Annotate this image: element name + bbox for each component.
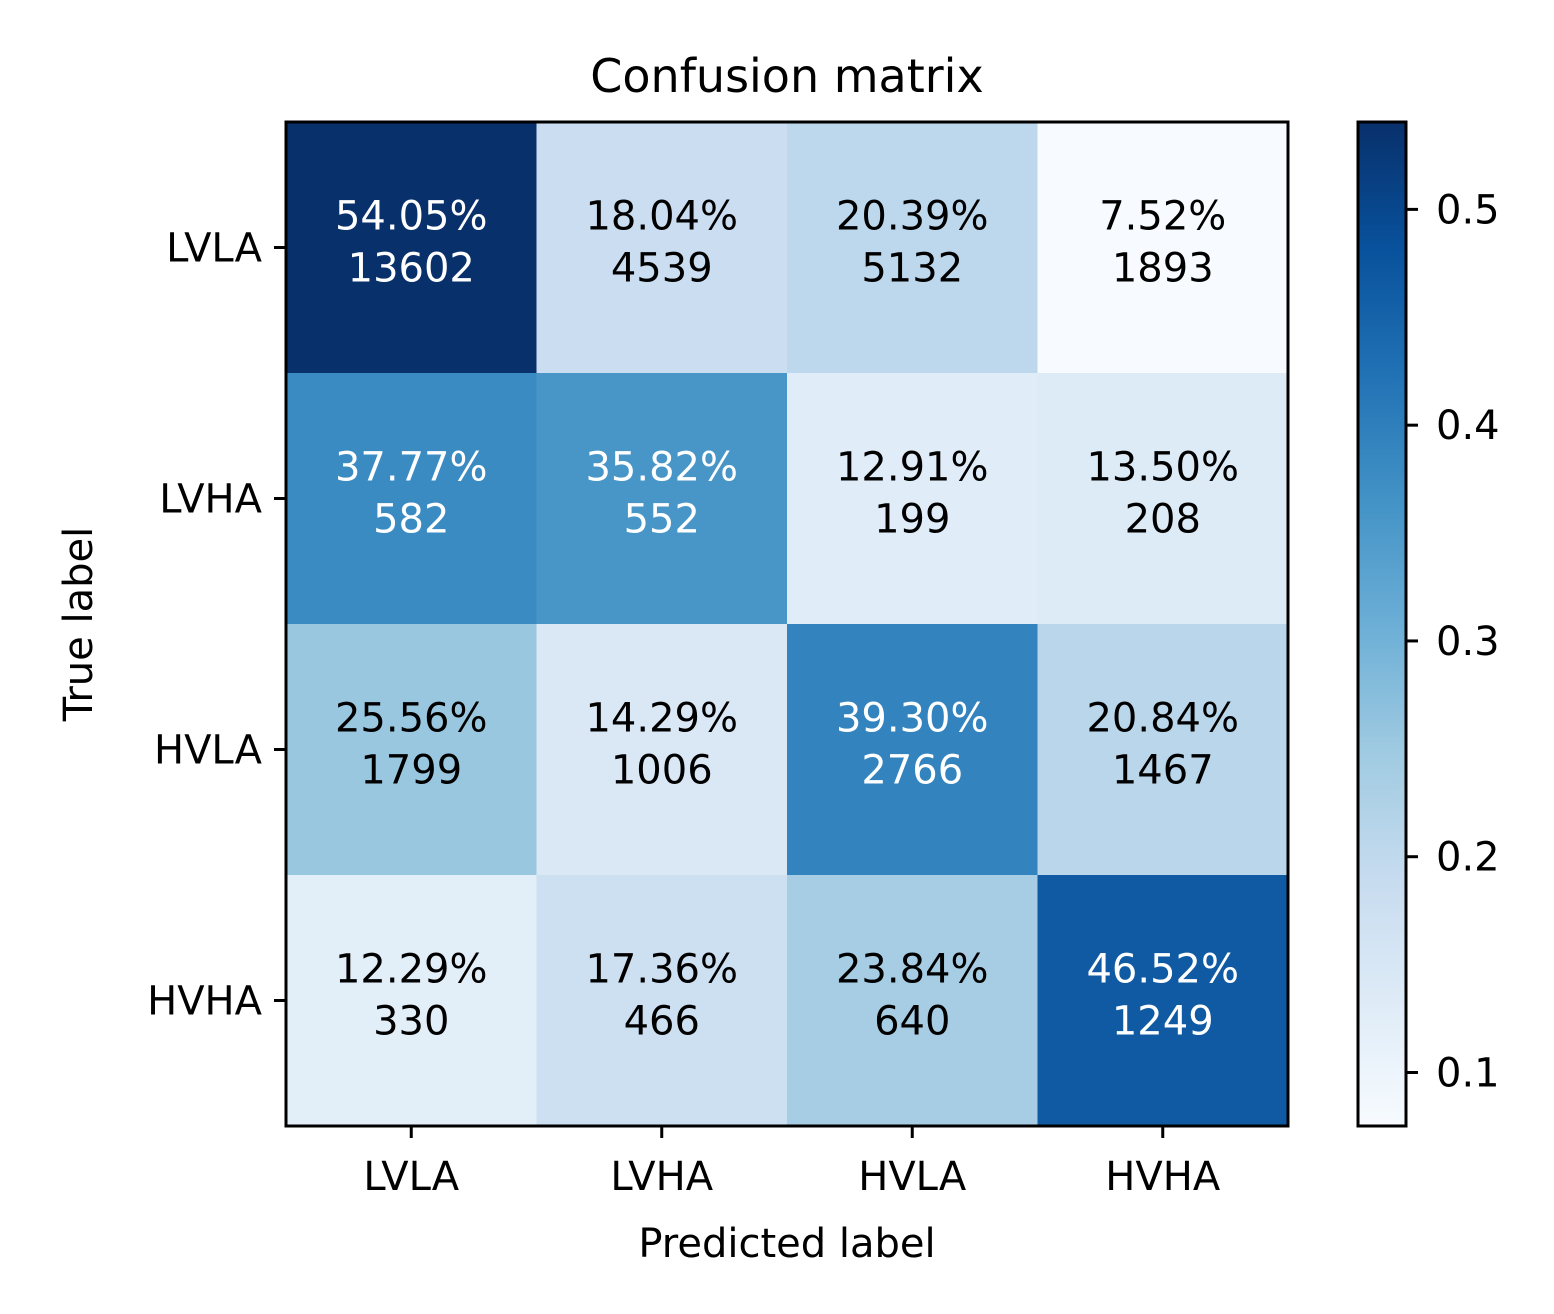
cell-count-label: 1799 — [360, 748, 462, 794]
colorbar-tick-label: 0.2 — [1436, 835, 1500, 881]
heatmap-cell — [1037, 624, 1289, 876]
heatmap-cell — [536, 122, 788, 374]
cell-percent-label: 12.91% — [836, 445, 989, 491]
cell-percent-label: 7.52% — [1099, 194, 1226, 240]
heatmap-cell — [286, 624, 537, 876]
cell-percent-label: 39.30% — [836, 696, 989, 742]
colorbar — [1356, 120, 1408, 1128]
cell-percent-label: 54.05% — [335, 194, 488, 240]
cell-annotations: 54.05% 13602 18.04% 4539 20.39% 5132 7.52% 1893… — [335, 194, 1239, 1045]
cell-count-label: 4539 — [611, 246, 713, 292]
cell-percent-label: 18.04% — [585, 194, 738, 240]
cell-count-label: 199 — [874, 497, 950, 543]
y-axis: LVLA LVHA HVLA HVHA — [147, 226, 286, 1025]
heatmap-cell — [286, 875, 537, 1127]
cell-percent-label: 20.84% — [1086, 696, 1239, 742]
cell-count-label: 5132 — [861, 246, 963, 292]
cell-count-label: 552 — [624, 497, 700, 543]
heatmap-cell — [286, 373, 537, 625]
x-tick-label: LVLA — [363, 1154, 459, 1200]
cell-percent-label: 35.82% — [585, 445, 738, 491]
y-tick-label: HVLA — [154, 728, 263, 774]
heatmap-cell — [787, 624, 1038, 876]
heatmap-cell — [1037, 373, 1289, 625]
cell-percent-label: 17.36% — [585, 947, 738, 993]
colorbar-tick-label: 0.5 — [1436, 187, 1500, 233]
cell-count-label: 1249 — [1112, 999, 1214, 1045]
cell-percent-label: 25.56% — [335, 696, 488, 742]
colorbar-tick-label: 0.3 — [1436, 619, 1500, 665]
cell-count-label: 13602 — [348, 246, 475, 292]
cell-percent-label: 20.39% — [836, 194, 989, 240]
cell-percent-label: 23.84% — [836, 947, 989, 993]
heatmap-cell — [536, 373, 788, 625]
cell-percent-label: 12.29% — [335, 947, 488, 993]
x-tick-label: HVLA — [858, 1154, 967, 1200]
cell-count-label: 2766 — [861, 748, 963, 794]
heatmap-cell — [536, 624, 788, 876]
x-tick-label: LVHA — [610, 1154, 713, 1200]
cell-count-label: 208 — [1125, 497, 1201, 543]
heatmap-cells — [286, 122, 1289, 1127]
cell-percent-label: 37.77% — [335, 445, 488, 491]
y-tick-label: LVHA — [159, 477, 262, 523]
y-tick-label: LVLA — [166, 226, 262, 272]
heatmap-cell — [1037, 122, 1289, 374]
x-tick-label: HVHA — [1105, 1154, 1221, 1200]
cell-count-label: 1006 — [611, 748, 713, 794]
cell-count-label: 582 — [373, 497, 449, 543]
cell-count-label: 1467 — [1112, 748, 1214, 794]
heatmap-cell — [787, 373, 1038, 625]
colorbar-ticks: 0.1 0.2 0.3 0.4 0.5 — [1406, 187, 1500, 1096]
cell-count-label: 466 — [624, 999, 700, 1045]
plot-frame — [284, 120, 1290, 1128]
cell-percent-label: 14.29% — [585, 696, 738, 742]
cell-count-label: 1893 — [1112, 246, 1214, 292]
x-axis-label: Predicted label — [638, 1221, 935, 1267]
cell-count-label: 330 — [373, 999, 449, 1045]
cell-percent-label: 46.52% — [1086, 947, 1239, 993]
heatmap-cell — [286, 122, 537, 374]
heatmap-cell — [1037, 875, 1289, 1127]
heatmap-cell — [787, 875, 1038, 1127]
chart-title: Confusion matrix — [590, 49, 983, 103]
cell-percent-label: 13.50% — [1086, 445, 1239, 491]
y-tick-label: HVHA — [147, 979, 263, 1025]
y-axis-label: True label — [56, 527, 102, 722]
cell-count-label: 640 — [874, 999, 950, 1045]
x-axis: LVLA LVHA HVLA HVHA — [363, 1126, 1221, 1200]
colorbar-tick-label: 0.4 — [1436, 403, 1500, 449]
colorbar-tick-label: 0.1 — [1436, 1050, 1500, 1096]
heatmap-cell — [787, 122, 1038, 374]
heatmap-cell — [536, 875, 788, 1127]
